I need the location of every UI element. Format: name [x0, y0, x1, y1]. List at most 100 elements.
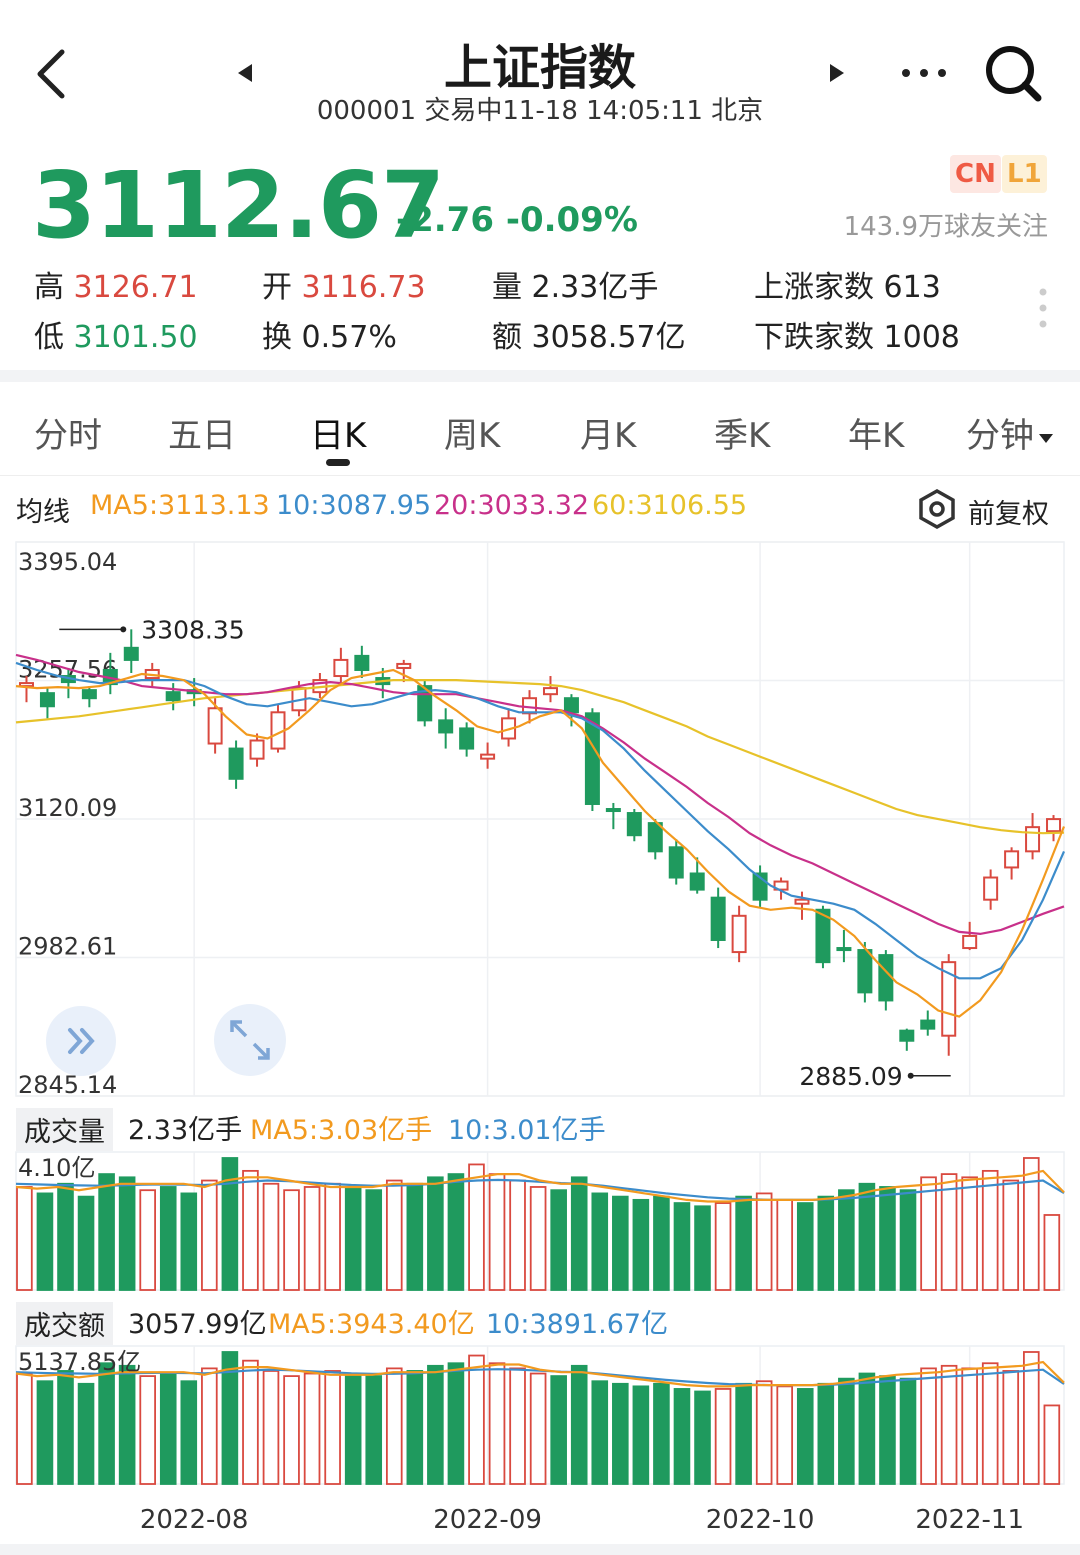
volume-bar	[961, 1176, 978, 1291]
expand-arrows-icon	[230, 1020, 270, 1060]
amount-bar	[632, 1385, 650, 1485]
amount-bar	[1043, 1404, 1061, 1485]
amount-bar	[981, 1362, 999, 1485]
volume-ma10-value: 10:3.01亿手	[448, 1115, 606, 1146]
adjust-toggle[interactable]: 前复权	[916, 488, 1066, 530]
volume-bar	[77, 1195, 95, 1291]
tab-five-day[interactable]: 五日	[168, 416, 236, 456]
amount-ma10-value: 10:3891.67亿	[486, 1309, 669, 1340]
candle-body	[249, 739, 265, 760]
amount-bar	[755, 1380, 773, 1485]
ma5-line	[15, 668, 1066, 1018]
candle-body	[710, 896, 726, 941]
section-divider	[0, 370, 1080, 382]
candle-body	[836, 947, 852, 952]
back-arrow-icon[interactable]	[28, 44, 78, 104]
candle-body	[396, 662, 412, 669]
scroll-forward-button[interactable]	[46, 1006, 116, 1076]
stats-panel: 高 3126.71 低 3101.50 开 3116.73 换 0.57% 量 …	[0, 262, 1080, 362]
stat-volume: 量 2.33亿手	[492, 262, 658, 306]
candle-body	[689, 872, 705, 891]
candle-body	[983, 876, 999, 901]
candle-body	[668, 846, 684, 879]
tab-daily-k[interactable]: 日K	[310, 416, 367, 456]
volume-bar	[201, 1179, 218, 1291]
amount-bar	[385, 1367, 403, 1485]
volume-bar	[57, 1182, 74, 1291]
volume-bar	[714, 1202, 732, 1291]
tab-yearly-k[interactable]: 年K	[848, 416, 905, 456]
amount-bar	[570, 1364, 588, 1485]
stat-advancers-label: 上涨家数	[754, 270, 874, 305]
amount-ma5-value: MA5:3943.40亿	[268, 1309, 475, 1340]
volume-bar	[1043, 1214, 1061, 1291]
amount-bar	[673, 1388, 691, 1485]
candle-body	[857, 949, 873, 994]
amount-axis-max: 5137.85亿	[18, 1348, 141, 1376]
stat-open: 开 3116.73	[262, 262, 426, 306]
amount-bar	[653, 1382, 670, 1485]
amount-bar	[406, 1370, 424, 1485]
search-icon[interactable]	[980, 40, 1048, 108]
volume-bar	[16, 1186, 33, 1291]
amount-bar	[1002, 1370, 1020, 1485]
candle-body	[354, 654, 370, 671]
previous-stock-icon[interactable]	[232, 58, 258, 88]
candle-body	[438, 719, 454, 734]
ma20-line	[15, 653, 1065, 936]
candle-body	[878, 954, 894, 1002]
amount-bar	[118, 1364, 136, 1485]
stat-amount: 额 3058.57亿	[492, 312, 686, 356]
candle-body	[542, 687, 558, 696]
volume-bar	[242, 1169, 259, 1291]
amount-bar	[16, 1372, 33, 1485]
fullscreen-button[interactable]	[214, 1004, 286, 1076]
high-annotation: 3308.35	[141, 615, 244, 644]
volume-bar	[673, 1202, 691, 1291]
y-tick-label: 2982.61	[18, 933, 117, 961]
next-stock-icon[interactable]	[824, 58, 850, 88]
tab-monthly-k[interactable]: 月K	[580, 416, 637, 456]
volume-bar	[406, 1182, 424, 1291]
amount-bar	[365, 1375, 383, 1485]
stat-high-label: 高	[34, 270, 64, 305]
candle-body	[228, 747, 244, 780]
candle-body	[794, 898, 810, 905]
more-menu-icon[interactable]	[896, 58, 952, 88]
y-tick-label: 2845.14	[18, 1071, 117, 1099]
volume-bar	[653, 1195, 670, 1291]
volume-bar	[36, 1192, 54, 1291]
volume-bar	[858, 1182, 876, 1291]
volume-bar	[735, 1195, 752, 1291]
stat-high-value: 3126.71	[73, 270, 198, 305]
stat-decliners: 下跌家数 1008	[754, 312, 960, 356]
tab-intraday[interactable]: 分时	[34, 416, 102, 456]
candle-body	[39, 692, 55, 708]
volume-bar	[118, 1176, 136, 1291]
current-price: 3112.67	[32, 152, 445, 259]
tab-quarterly-k[interactable]: 季K	[714, 416, 771, 456]
volume-bar	[427, 1176, 444, 1291]
bottom-divider	[0, 1544, 1080, 1555]
active-tab-indicator	[326, 459, 350, 466]
volume-bar	[1002, 1179, 1020, 1291]
amount-bar	[344, 1372, 362, 1485]
tab-weekly-k[interactable]: 周K	[444, 416, 501, 456]
volume-bar	[899, 1189, 917, 1291]
stat-low-value: 3101.50	[73, 320, 198, 355]
tab-minute[interactable]: 分钟	[966, 408, 1056, 457]
y-tick-label: 3395.04	[18, 548, 117, 576]
volume-bar	[385, 1179, 403, 1291]
candle-body	[605, 808, 621, 813]
candle-body	[333, 658, 349, 678]
level-badge-l1: L1	[1002, 155, 1047, 193]
volume-bar	[1023, 1157, 1040, 1291]
volume-bar	[447, 1173, 465, 1291]
amount-legend: 成交额 3057.99亿 MA5:3943.40亿 10:3891.67亿	[0, 1300, 1080, 1345]
volume-legend-label: 成交量	[16, 1108, 113, 1151]
candle-body	[962, 934, 978, 950]
volume-legend-value: 2.33亿手	[128, 1115, 243, 1146]
expand-stats-icon[interactable]	[1036, 286, 1050, 330]
volume-bar	[509, 1179, 526, 1291]
